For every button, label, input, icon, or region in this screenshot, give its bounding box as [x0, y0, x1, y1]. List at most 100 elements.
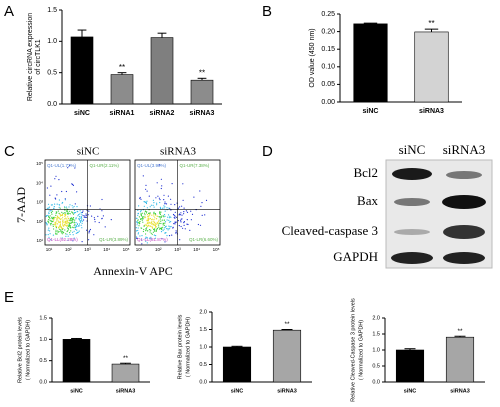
flow-dot — [49, 233, 51, 235]
flow-dot — [163, 214, 166, 216]
flow-dot — [150, 236, 152, 238]
flow-dot — [77, 215, 79, 217]
y-tick-label: 0.0 — [372, 379, 380, 385]
flow-dot — [53, 220, 55, 222]
flow-dot — [73, 230, 75, 232]
flow-dot — [153, 221, 155, 223]
flow-dot — [146, 213, 149, 216]
flow-dot — [162, 226, 164, 228]
flow-dot — [69, 226, 71, 228]
flow-dot — [66, 212, 69, 215]
flow-dot — [150, 221, 153, 223]
y-tick-label: 2.0 — [372, 315, 380, 321]
flow-dot — [140, 198, 142, 200]
flow-dot — [169, 226, 171, 228]
flow-dot — [161, 215, 163, 217]
flow-dot — [179, 239, 181, 241]
flow-dot — [148, 216, 150, 218]
flow-dot — [62, 220, 64, 222]
lane-label: siRNA3 — [443, 142, 486, 157]
flow-dot — [49, 223, 52, 225]
flow-dot — [173, 214, 175, 216]
flow-dot — [160, 216, 162, 218]
flow-dot — [159, 212, 161, 214]
flow-dot — [137, 227, 139, 229]
bar — [272, 329, 302, 383]
flow-dot — [168, 207, 170, 209]
blot-band — [394, 198, 430, 206]
bar — [62, 339, 91, 383]
flow-dot — [181, 214, 183, 216]
significance: ** — [199, 68, 205, 77]
flow-dot — [86, 229, 88, 231]
flow-dot — [144, 216, 147, 218]
flow-dot — [153, 215, 155, 217]
flow-dot — [47, 214, 49, 216]
flow-dot — [153, 206, 155, 208]
y-tick-label: 0.5 — [199, 362, 207, 368]
flow-dot — [170, 216, 172, 218]
flow-dot — [73, 225, 75, 227]
flow-dot — [56, 219, 58, 221]
y-tick-label: 0.25 — [321, 11, 335, 18]
x-tick-label: siRNA3 — [190, 110, 215, 117]
flow-dot — [59, 225, 61, 227]
flow-dot — [141, 219, 143, 221]
flow-dot — [148, 195, 150, 197]
flow-dot — [142, 217, 144, 219]
flow-dot — [150, 229, 152, 231]
flow-dot — [73, 205, 75, 208]
flow-dot — [70, 222, 72, 224]
flow-dot — [149, 206, 151, 208]
flow-dot — [183, 211, 185, 213]
flow-dot — [70, 227, 72, 229]
flow-dot — [153, 214, 155, 216]
flow-dot — [146, 190, 148, 192]
flow-dot — [166, 235, 168, 237]
flow-dot — [178, 225, 180, 227]
flow-dot — [73, 209, 76, 211]
bar — [445, 336, 475, 383]
flow-dot — [183, 222, 185, 224]
flow-dot — [162, 224, 164, 226]
flow-dot — [201, 202, 203, 204]
flow-dot — [151, 218, 153, 220]
flow-dot — [62, 231, 64, 233]
flow-dot — [137, 229, 139, 232]
flow-dot — [184, 228, 186, 230]
flow-dot — [136, 237, 138, 239]
flow-dot — [48, 216, 50, 218]
flow-dot — [66, 233, 68, 235]
flow-dot — [72, 217, 75, 219]
flow-dot — [46, 223, 48, 225]
flow-dot — [76, 191, 78, 193]
flow-dot — [166, 207, 168, 209]
flow-dot — [101, 210, 103, 212]
flow-dot — [154, 213, 156, 215]
flow-dot — [72, 183, 74, 186]
flow-dot — [69, 210, 71, 212]
flow-dot — [56, 212, 58, 214]
flow-y-tick-label: 10⁴ — [36, 180, 43, 185]
flow-dot — [58, 212, 60, 214]
flow-dot — [160, 231, 163, 233]
flow-dot — [161, 227, 163, 229]
flow-dot — [83, 216, 85, 218]
flow-dot — [67, 235, 69, 237]
flow-dot — [81, 220, 84, 222]
flow-dot — [74, 167, 76, 169]
flow-dot — [143, 201, 145, 203]
y-axis-label: of circTLK1 — [35, 39, 42, 75]
flow-dot — [149, 222, 151, 224]
flow-dot — [179, 206, 181, 208]
panel-label: B — [262, 3, 272, 20]
flow-dot — [182, 183, 184, 185]
flow-dot — [174, 217, 176, 219]
flow-dot — [174, 215, 176, 217]
flow-dot — [136, 224, 138, 226]
flow-dot — [138, 216, 140, 218]
flow-dot — [78, 225, 80, 227]
flow-dot — [186, 211, 189, 213]
flow-dot — [153, 219, 155, 221]
flow-dot — [69, 164, 71, 166]
